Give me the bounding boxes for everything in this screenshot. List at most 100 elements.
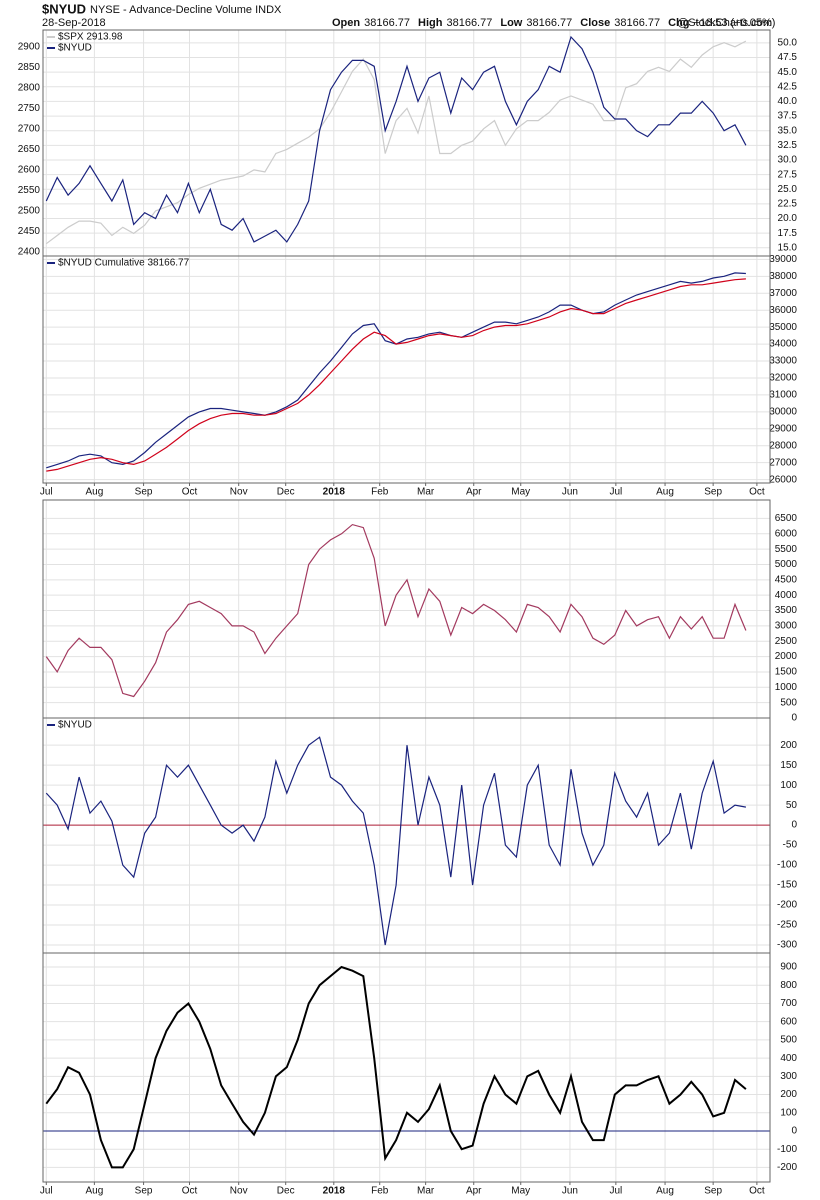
x-tick-label: Oct: [182, 487, 198, 498]
legend-label: $NYUD: [58, 720, 92, 731]
y-tick-label: 35000: [769, 322, 797, 333]
date: 28-Sep-2018: [42, 17, 106, 29]
x-tick-label: Aug: [656, 487, 674, 498]
x-tick-label: Oct: [749, 487, 765, 498]
y-tick-label-left: 2750: [18, 103, 41, 114]
y-tick-label: -200: [777, 1162, 797, 1173]
y-tick-label: 4500: [775, 574, 798, 585]
y-tick-label: 30.0: [778, 155, 798, 166]
y-tick-label: 0: [791, 1126, 797, 1137]
x-tick-label: Nov: [230, 1186, 248, 1197]
symbol: $NYUD: [42, 1, 86, 16]
y-tick-label-left: 2500: [18, 206, 41, 217]
y-tick-label: 500: [780, 697, 797, 708]
x-tick-label: Oct: [749, 1186, 765, 1197]
quote-label: High: [418, 17, 443, 29]
panel-frame: [42, 952, 771, 1183]
x-tick-label: Nov: [230, 487, 248, 498]
quote-value: 38166.77: [364, 17, 410, 29]
x-tick-label: Dec: [277, 1186, 295, 1197]
y-tick-label-left: 2900: [18, 41, 41, 52]
y-tick-label-left: 2800: [18, 82, 41, 93]
y-tick-label: 33000: [769, 356, 797, 367]
y-tick-label: 150: [780, 760, 797, 771]
x-tick-label: Apr: [466, 1186, 482, 1197]
y-tick-label: 5000: [775, 559, 798, 570]
quote-label: Open: [332, 17, 360, 29]
legend-label: $NYUD Cumulative 38166.77: [58, 258, 190, 269]
y-tick-label: 900: [780, 962, 797, 973]
quote-value: +18.53 (+0.05%): [694, 17, 776, 29]
x-tick-label: Jul: [609, 1186, 622, 1197]
x-tick-label: Aug: [85, 487, 103, 498]
y-tick-label: 37.5: [778, 111, 798, 122]
y-tick-label: 45.0: [778, 67, 798, 78]
y-tick-label: 38000: [769, 271, 797, 282]
y-tick-label: 40.0: [778, 96, 798, 107]
x-tick-label: Mar: [417, 1186, 435, 1197]
panel-frame: [42, 255, 771, 484]
x-tick-label: Aug: [85, 1186, 103, 1197]
series-line: [45, 523, 747, 698]
y-tick-label: 26000: [769, 474, 797, 485]
y-tick-label: 6500: [775, 513, 798, 524]
quote-label: Low: [500, 17, 522, 29]
y-tick-label-left: 2650: [18, 144, 41, 155]
x-tick-label: Jun: [562, 1186, 578, 1197]
y-tick-label: 29000: [769, 423, 797, 434]
x-tick-label: May: [511, 487, 530, 498]
y-tick-label-left: 2400: [18, 247, 41, 258]
y-tick-label: 15.0: [778, 242, 798, 253]
y-tick-label: 4000: [775, 590, 798, 601]
y-tick-label: -100: [777, 1144, 797, 1155]
y-tick-label: 600: [780, 1016, 797, 1027]
y-tick-label: 200: [780, 1089, 797, 1100]
x-tick-label: Jun: [562, 487, 578, 498]
quote-value: 38166.77: [526, 17, 572, 29]
y-tick-label: 32.5: [778, 140, 798, 151]
series-line: [45, 40, 747, 245]
y-tick-label: 5500: [775, 544, 798, 555]
quote-value: 38166.77: [446, 17, 492, 29]
y-tick-label: 20.0: [778, 213, 798, 224]
y-tick-label: -300: [777, 940, 797, 951]
x-tick-label: Sep: [704, 487, 722, 498]
y-tick-label: 0: [791, 713, 797, 724]
y-tick-label: 200: [780, 740, 797, 751]
y-tick-label: 1500: [775, 667, 798, 678]
y-tick-label: 50: [786, 800, 798, 811]
y-tick-label: -150: [777, 880, 797, 891]
y-tick-label: 34000: [769, 339, 797, 350]
panel-frame: [42, 499, 771, 719]
y-tick-label: 3500: [775, 605, 798, 616]
series-line: [46, 278, 746, 472]
y-tick-label: 2000: [775, 651, 798, 662]
y-tick-label: -100: [777, 860, 797, 871]
y-tick-label: 100: [780, 780, 797, 791]
y-tick-label: 1000: [775, 682, 798, 693]
y-tick-label: 3000: [775, 621, 798, 632]
quote: Open 38166.77 High 38166.77 Low 38166.77 Close…: [332, 17, 775, 29]
y-tick-label: 47.5: [778, 52, 798, 63]
y-tick-label: 100: [780, 1107, 797, 1118]
y-tick-label: 32000: [769, 373, 797, 384]
y-tick-label: 25.0: [778, 184, 798, 195]
y-tick-label: 27.5: [778, 169, 798, 180]
y-tick-label: 2500: [775, 636, 798, 647]
x-tick-label: Jul: [40, 1186, 53, 1197]
watermark: @StockCharts.com: [677, 17, 772, 29]
y-tick-label: -250: [777, 920, 797, 931]
x-tick-label: 2018: [323, 487, 346, 498]
x-tick-label: Sep: [135, 1186, 153, 1197]
y-tick-label: 28000: [769, 440, 797, 451]
x-tick-label: Apr: [466, 487, 482, 498]
x-tick-label: Dec: [277, 487, 295, 498]
legend-label: $NYUD: [58, 43, 92, 54]
y-tick-label: 6000: [775, 528, 798, 539]
y-tick-label: 50.0: [778, 38, 798, 49]
x-tick-label: Oct: [182, 1186, 198, 1197]
y-tick-label: 35.0: [778, 125, 798, 136]
y-tick-label: 30000: [769, 406, 797, 417]
y-tick-label-left: 2700: [18, 123, 41, 134]
y-tick-label: 700: [780, 998, 797, 1009]
